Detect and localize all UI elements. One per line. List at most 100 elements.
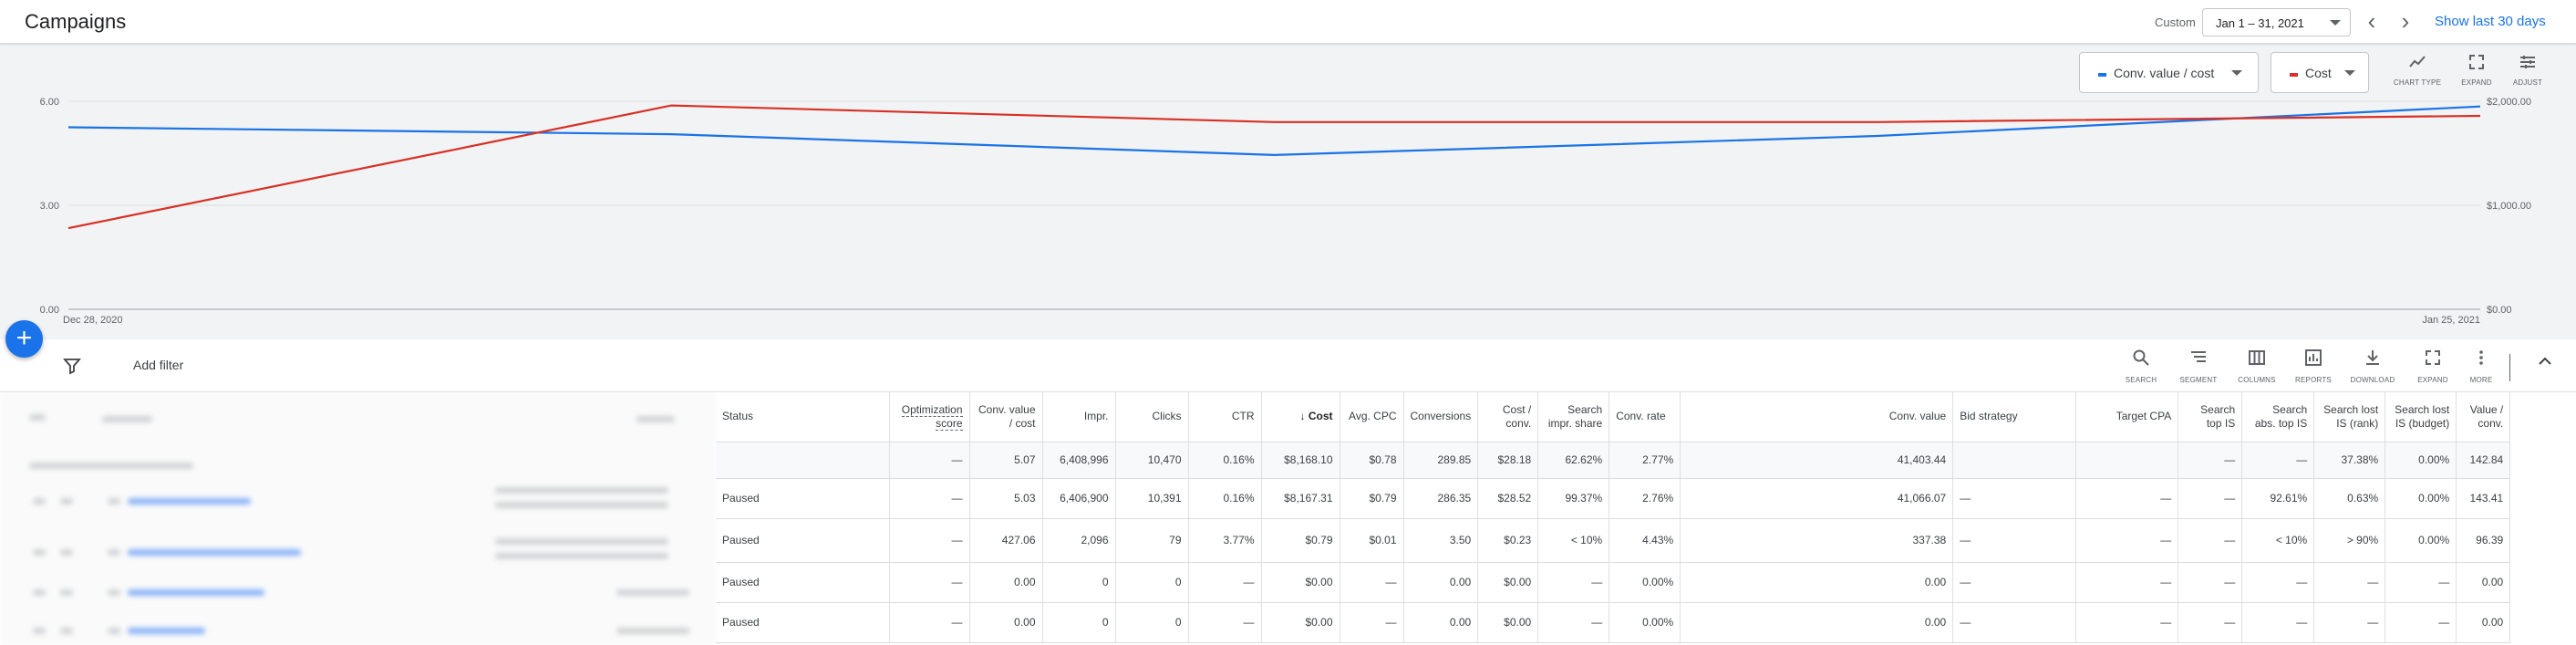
col-header-value-per-conv[interactable]: Value / conv. [2456,392,2511,442]
col-header-optimization-score[interactable]: Optimization score [889,392,970,442]
columns-label: COLUMNS [2238,376,2276,384]
collapse-chevron-up-icon[interactable] [2533,352,2557,376]
col-header-ctr[interactable]: CTR [1188,392,1262,442]
cell-conv-value: 41,403.44 [1680,442,1954,479]
chevron-left-icon[interactable]: ‹ [2367,7,2376,35]
cell-conv-rate: 0.00% [1609,602,1681,643]
segment-label: SEGMENT [2179,376,2218,384]
cell-clicks: 79 [1115,518,1189,563]
col-header-impr[interactable]: Impr. [1042,392,1116,442]
col-header-status[interactable]: Status [716,392,890,442]
col-header-bid-strategy[interactable]: Bid strategy [1952,392,2077,442]
cell-clicks: 10,391 [1115,478,1189,519]
add-filter-button[interactable]: Add filter [133,358,184,372]
cell-impr: 0 [1042,602,1116,643]
chart-type-label: CHART TYPE [2393,78,2442,87]
segment-button[interactable]: SEGMENT [2173,349,2224,384]
col-header-clicks[interactable]: Clicks [1115,392,1189,442]
columns-button[interactable]: COLUMNS [2231,349,2282,384]
chart-expand-label: EXPAND [2461,78,2492,87]
chevron-right-icon[interactable]: › [2401,7,2410,35]
cell-search-lost-is-rank: — [2313,562,2386,603]
cell-avg-cpc: $0.01 [1340,518,1404,563]
cell-search-lost-is-budget: — [2385,562,2457,603]
col-header-search-lost-is-rank[interactable]: Search lost IS (rank) [2313,392,2386,442]
metric-select-cost[interactable]: Cost [2271,52,2369,93]
cell-bid-strategy [1952,442,2077,479]
cell-bid-strategy: — [1952,602,2077,643]
cell-ctr: — [1188,602,1262,643]
filter-icon[interactable] [63,357,81,375]
download-button[interactable]: DOWNLOAD [2347,349,2398,384]
chart-expand-button[interactable]: EXPAND [2451,53,2502,87]
adjust-icon [2502,53,2553,75]
cell-cost: $0.00 [1261,562,1340,603]
cell-cost-per-conv: $0.00 [1477,562,1539,603]
cell-target-cpa: — [2075,562,2179,603]
y-left-tick-label: 6.00 [40,97,59,108]
more-button[interactable]: MORE [2456,349,2507,384]
col-header-search-abs-top-is[interactable]: Search abs. top IS [2241,392,2315,442]
cell-impr: 6,406,900 [1042,478,1116,519]
cell-search-abs-top-is: 92.61% [2241,478,2315,519]
y-left-tick-label: 3.00 [40,201,59,212]
cell-optimization-score: — [889,518,970,563]
cell-search-impr-share: — [1537,562,1610,603]
search-button[interactable]: SEARCH [2116,349,2167,384]
columns-icon [2231,349,2282,370]
cell-target-cpa [2075,442,2179,479]
col-header-search-lost-is-budget[interactable]: Search lost IS (budget) [2385,392,2457,442]
col-header-search-top-is[interactable]: Search top IS [2178,392,2243,442]
metric2-label: Cost [2305,66,2332,80]
reports-button[interactable]: REPORTS [2288,349,2339,384]
cell-clicks: 0 [1115,562,1189,603]
cell-search-abs-top-is: — [2241,562,2315,603]
cell-cost: $8,168.10 [1261,442,1340,479]
cell-cost: $8,167.31 [1261,478,1340,519]
metric-select-conv-value-cost[interactable]: Conv. value / cost [2079,52,2259,93]
cell-conv-value: 41,066.07 [1680,478,1954,519]
show-last-30-days-link[interactable]: Show last 30 days [2435,14,2546,29]
cell-search-lost-is-budget: 0.00% [2385,518,2457,563]
download-icon [2347,349,2398,370]
cell-search-abs-top-is: — [2241,442,2315,479]
cell-search-impr-share: 62.62% [1537,442,1610,479]
caret-down-icon [2231,70,2242,76]
cell-bid-strategy: — [1952,478,2077,519]
cell-conv-value-cost: 5.07 [969,442,1043,479]
cell-search-lost-is-rank: > 90% [2313,518,2386,563]
cell-ctr: 3.77% [1188,518,1262,563]
col-header-conv-value-cost[interactable]: Conv. value / cost [969,392,1043,442]
cell-bid-strategy: — [1952,562,2077,603]
cell-bid-strategy: — [1952,518,2077,563]
chart-type-button[interactable]: CHART TYPE [2392,53,2443,87]
x-tick-label: Jan 25, 2021 [2422,315,2480,326]
cell-ctr: — [1188,562,1262,603]
table-expand-button[interactable]: EXPAND [2407,349,2458,384]
cell-conversions: 3.50 [1403,518,1479,563]
cell-conv-value: 0.00 [1680,602,1954,643]
cell-status: Paused [716,478,890,519]
date-range-select[interactable]: Jan 1 – 31, 2021 [2202,8,2351,36]
col-header-search-impr-share[interactable]: Search impr. share [1537,392,1610,442]
col-header-target-cpa[interactable]: Target CPA [2075,392,2179,442]
cell-cost-per-conv: $28.52 [1477,478,1539,519]
cell-search-impr-share: < 10% [1537,518,1610,563]
add-campaign-button[interactable]: + [5,320,43,358]
col-header-conversions[interactable]: Conversions [1403,392,1479,442]
col-header-cost[interactable]: ↓ Cost [1261,392,1340,442]
more-vert-icon [2456,349,2507,370]
cell-impr: 6,408,996 [1042,442,1116,479]
col-header-conv-value[interactable]: Conv. value [1680,392,1954,442]
cell-clicks: 10,470 [1115,442,1189,479]
col-header-avg-cpc[interactable]: Avg. CPC [1340,392,1404,442]
expand-icon [2407,349,2458,370]
cell-search-top-is: — [2178,478,2243,519]
col-header-cost-per-conv[interactable]: Cost / conv. [1477,392,1539,442]
col-header-cost-label: Cost [1308,410,1333,423]
col-header-conv-rate[interactable]: Conv. rate [1609,392,1681,442]
cell-cost-per-conv: $0.00 [1477,602,1539,643]
chart-adjust-label: ADJUST [2512,78,2543,87]
cell-ctr: 0.16% [1188,442,1262,479]
chart-adjust-button[interactable]: ADJUST [2502,53,2553,87]
